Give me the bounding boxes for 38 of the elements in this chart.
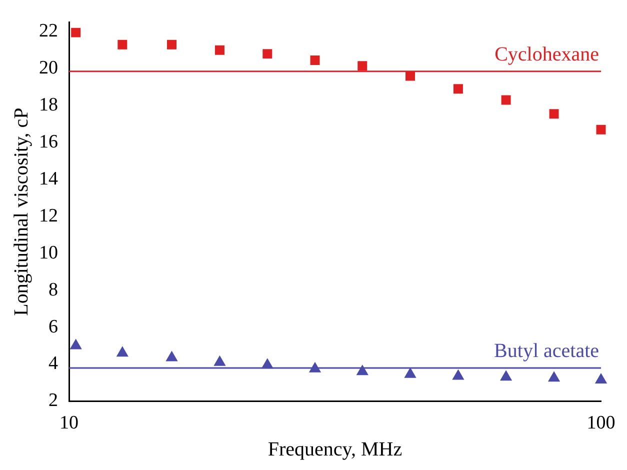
point	[356, 365, 368, 376]
y-tick-label: 12	[39, 205, 58, 226]
point	[118, 40, 128, 50]
point	[71, 28, 81, 38]
point	[548, 372, 560, 382]
point	[70, 339, 82, 350]
point	[214, 45, 224, 55]
y-axis-title: Longitudinal viscosity, cP	[10, 108, 32, 316]
point	[310, 56, 320, 66]
point	[406, 71, 416, 81]
y-tick-label: 18	[39, 94, 58, 116]
ref-line-label: Butyl acetate	[494, 340, 600, 362]
y-tick-label: 10	[39, 242, 58, 264]
point	[452, 370, 464, 380]
point	[116, 346, 128, 357]
ref-line-label: Cyclohexane	[494, 44, 600, 66]
point	[167, 40, 176, 50]
point	[404, 368, 416, 378]
x-axis-title: Frequency, MHz	[268, 438, 402, 460]
y-tick-label: 6	[48, 316, 58, 338]
x-tick-label: 100	[586, 412, 616, 434]
point	[595, 373, 607, 384]
point	[500, 370, 512, 381]
point	[596, 124, 606, 134]
y-tick-label: 22	[39, 20, 58, 42]
point	[453, 84, 463, 94]
point	[501, 95, 511, 105]
y-tick-label: 16	[39, 131, 58, 152]
point	[214, 356, 226, 366]
point	[166, 351, 178, 362]
y-tick-label: 4	[48, 353, 58, 374]
y-tick-label: 20	[39, 58, 58, 79]
point	[262, 49, 272, 59]
point	[549, 109, 559, 119]
point	[358, 61, 368, 71]
y-tick-label: 2	[48, 390, 58, 412]
y-tick-label: 8	[48, 279, 58, 300]
y-tick-label: 14	[39, 168, 58, 190]
